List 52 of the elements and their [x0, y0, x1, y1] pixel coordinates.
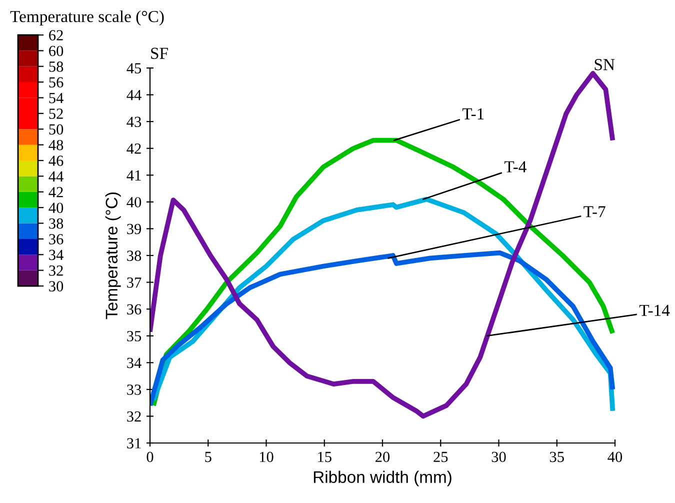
y-tick-label: 36 [127, 304, 142, 315]
y-tick-label: 31 [127, 438, 141, 448]
color-bar-label: 42 [48, 187, 63, 198]
y-tick-label: 37 [127, 277, 142, 288]
x-tick-label: 15 [318, 452, 332, 462]
color-bar-label: 46 [48, 156, 64, 166]
annotation: T-1 [462, 108, 484, 120]
color-bar-label: 36 [49, 234, 64, 244]
y-tick-label: 34 [127, 358, 142, 368]
color-bar-label: 52 [49, 108, 63, 119]
x-tick-label: 0 [146, 452, 154, 462]
annotation: T-7 [584, 206, 606, 218]
x-tick-label: 10 [260, 452, 274, 462]
y-tick-label: 38 [127, 250, 142, 261]
color-bar-label: 62 [49, 30, 63, 40]
color-bar-label: 32 [49, 265, 63, 276]
y-tick-label: 43 [126, 116, 142, 128]
y-tick-label: 41 [126, 170, 141, 180]
y-tick-label: 40 [126, 197, 142, 208]
x-axis-title: Ribbon width (mm) [314, 470, 452, 486]
y-tick-label: 35 [127, 331, 142, 342]
y-axis-title: Temperature (°C) [105, 192, 121, 320]
annotation: SN [594, 59, 615, 70]
color-bar-label: 34 [49, 250, 64, 260]
annotation: T-4 [504, 161, 526, 172]
x-tick-label: 5 [205, 452, 212, 462]
color-bar-label: 58 [49, 62, 64, 72]
y-tick-label: 33 [127, 384, 142, 395]
color-bar-label: 56 [49, 77, 64, 88]
color-bar-label: 48 [48, 140, 64, 150]
x-tick-label: 30 [492, 452, 506, 462]
color-bar-label: 54 [49, 92, 64, 104]
color-bar-label: 38 [49, 218, 64, 229]
annotation: T-14 [639, 304, 670, 316]
x-tick-label: 25 [434, 452, 448, 462]
color-bar-label: 60 [49, 46, 64, 56]
x-tick-label: 20 [376, 452, 390, 462]
color-bar-label: 30 [49, 281, 64, 292]
y-tick-label: 45 [126, 63, 142, 74]
y-tick-label: 39 [127, 224, 142, 234]
color-bar-label: 40 [48, 202, 64, 214]
color-bar-title: Temperature scale (°C) [10, 10, 164, 26]
x-tick-label: 40 [608, 452, 622, 462]
line-series [150, 250, 615, 408]
y-tick-label: 42 [126, 144, 141, 154]
color-bar-label: 50 [49, 124, 64, 135]
x-tick-label: 35 [550, 452, 564, 462]
text: SF [151, 48, 168, 59]
y-tick-label: 44 [126, 90, 142, 100]
line-series [150, 70, 615, 419]
color-bar-label: 44 [48, 171, 64, 182]
y-tick-label: 32 [127, 411, 141, 422]
